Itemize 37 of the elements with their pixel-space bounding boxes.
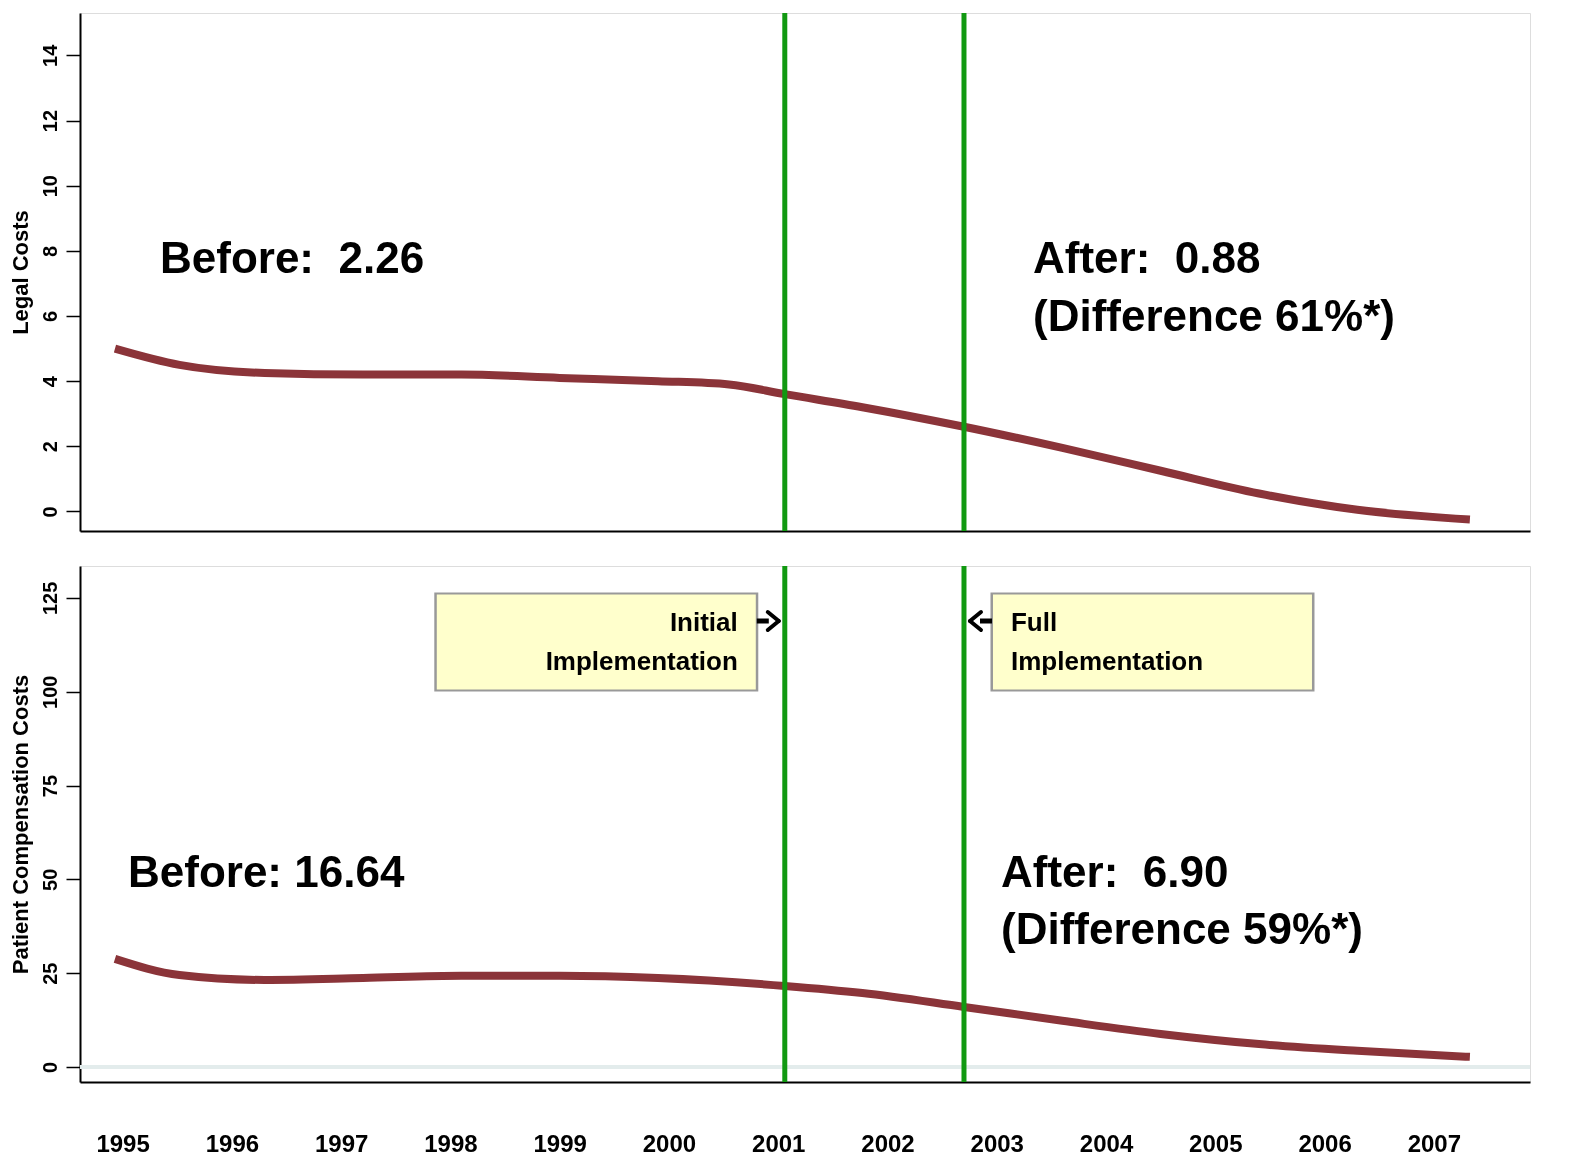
annotation: (Difference 59%*) xyxy=(1001,904,1363,953)
annotation: Before: 2.26 xyxy=(160,233,425,282)
x-tick-label: 2006 xyxy=(1298,1129,1352,1157)
x-tick-label: 1998 xyxy=(424,1129,478,1157)
y-tick-label: 50 xyxy=(38,868,61,891)
y-tick-label: 6 xyxy=(38,310,61,323)
x-tick-label: 2007 xyxy=(1407,1129,1462,1157)
y-tick-label: 100 xyxy=(38,675,61,709)
y-tick-label: 4 xyxy=(38,375,61,388)
y-axis-title: Legal Costs xyxy=(7,210,33,335)
y-tick-label: 25 xyxy=(38,962,61,985)
x-tick-label: 2004 xyxy=(1079,1129,1134,1157)
x-tick-label: 2003 xyxy=(970,1129,1024,1157)
y-axis-title: Patient Compensation Costs xyxy=(7,674,33,975)
y-tick-label: 2 xyxy=(38,441,61,453)
y-tick-label: 10 xyxy=(38,175,61,198)
x-tick-label: 1999 xyxy=(533,1129,587,1157)
annotation: After: 0.88 xyxy=(1033,233,1261,282)
y-tick-label: 14 xyxy=(38,43,61,67)
annotation: (Difference 61%*) xyxy=(1033,291,1395,340)
x-tick-label: 1997 xyxy=(314,1129,369,1157)
y-tick-label: 8 xyxy=(38,245,61,257)
y-tick-label: 75 xyxy=(38,774,61,798)
x-tick-label: 2001 xyxy=(752,1129,806,1157)
ref-line-label: Initial Implementation xyxy=(545,607,738,676)
annotation: After: 6.90 xyxy=(1001,847,1229,896)
y-tick-label: 0 xyxy=(38,1061,61,1074)
y-tick-label: 12 xyxy=(38,109,61,133)
x-tick-label: 1996 xyxy=(205,1129,260,1157)
annotation: Before: 16.64 xyxy=(128,847,405,896)
x-tick-label: 2002 xyxy=(861,1129,915,1157)
y-tick-label: 125 xyxy=(38,581,61,616)
x-tick-label: 2000 xyxy=(642,1129,697,1157)
x-tick-label: 1995 xyxy=(96,1129,150,1157)
x-tick-label: 2005 xyxy=(1189,1129,1243,1157)
y-tick-label: 0 xyxy=(38,506,61,518)
ref-line-label: Full Implementation xyxy=(1010,607,1204,676)
